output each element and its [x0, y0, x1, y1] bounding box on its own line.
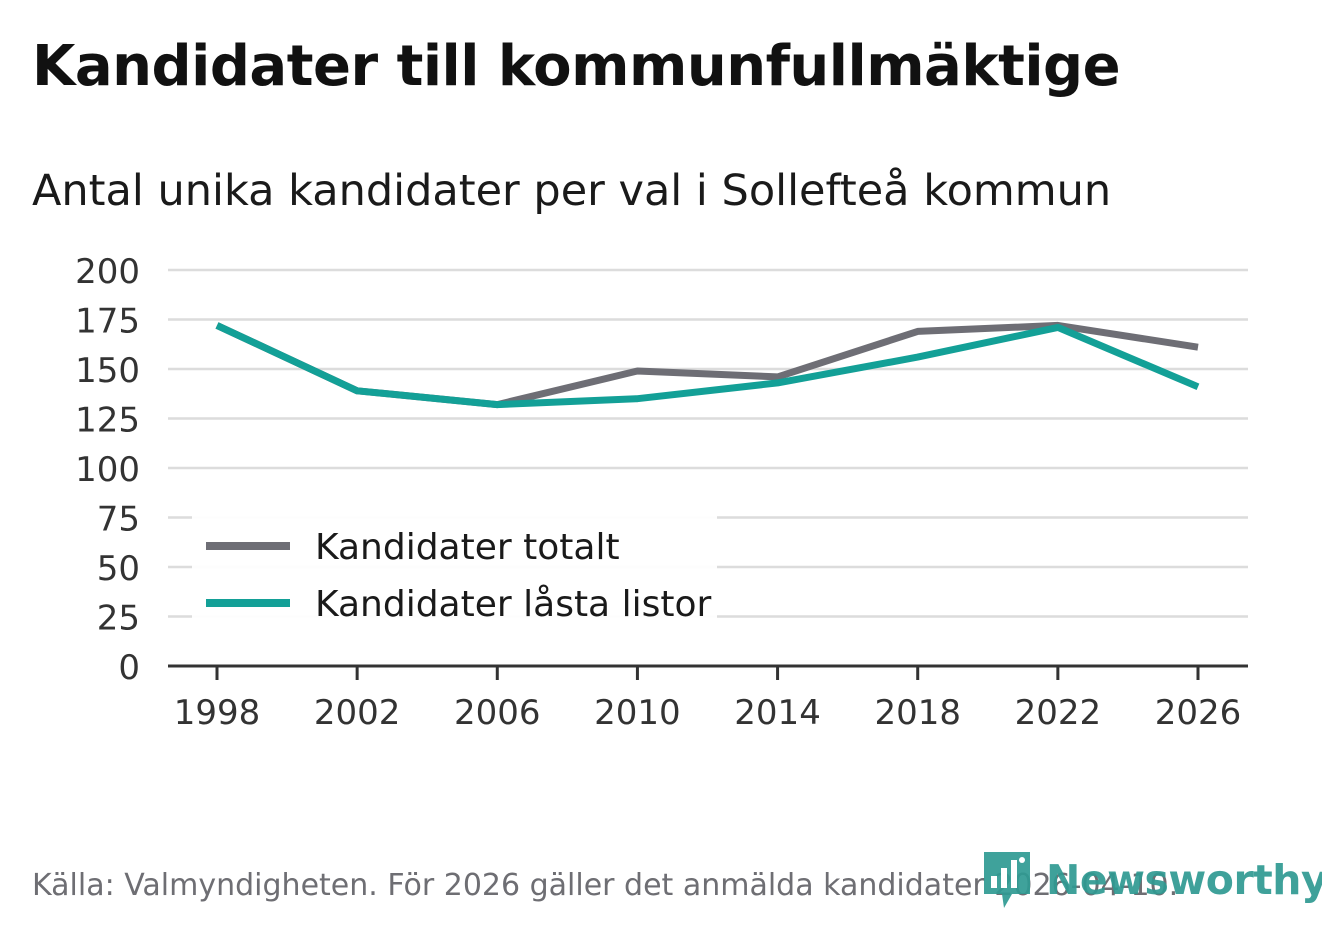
x-axis-ticks: 1998 2002 2006 2010 2014 2018 2022 2026 [174, 666, 1242, 733]
x-tick-label: 2026 [1155, 693, 1242, 733]
x-tick-label: 2002 [314, 693, 401, 733]
y-tick-label: 100 [75, 450, 140, 490]
logo-text: Newsworthy [1046, 856, 1322, 904]
y-tick-label: 175 [75, 302, 140, 342]
y-tick-label: 150 [75, 351, 140, 391]
x-tick-label: 2010 [594, 693, 681, 733]
legend-label: Kandidater låsta listor [315, 584, 711, 625]
series-lines [215, 321, 1200, 409]
chart-title: Kandidater till kommunfullmäktige [32, 34, 1121, 99]
y-tick-label: 25 [97, 599, 140, 639]
y-tick-label: 125 [75, 401, 140, 441]
chart-subtitle: Antal unika kandidater per val i Solleft… [32, 166, 1112, 216]
legend: Kandidater totalt Kandidater låsta listor [192, 512, 717, 625]
y-tick-label: 0 [118, 648, 140, 688]
x-tick-label: 2018 [874, 693, 961, 733]
x-tick-label: 2022 [1015, 693, 1102, 733]
x-tick-label: 2006 [454, 693, 541, 733]
y-tick-label: 75 [97, 500, 140, 540]
legend-label: Kandidater totalt [315, 527, 620, 568]
x-tick-label: 2014 [734, 693, 821, 733]
bar-chart-pin-icon [984, 852, 1030, 908]
y-tick-label: 50 [97, 549, 140, 589]
series-line-2 [215, 322, 1200, 409]
y-tick-label: 200 [75, 252, 140, 292]
y-axis-ticks: 0 25 50 75 100 125 150 175 200 [75, 252, 140, 688]
newsworthy-logo: Newsworthy [982, 850, 1322, 910]
x-tick-label: 1998 [174, 693, 261, 733]
